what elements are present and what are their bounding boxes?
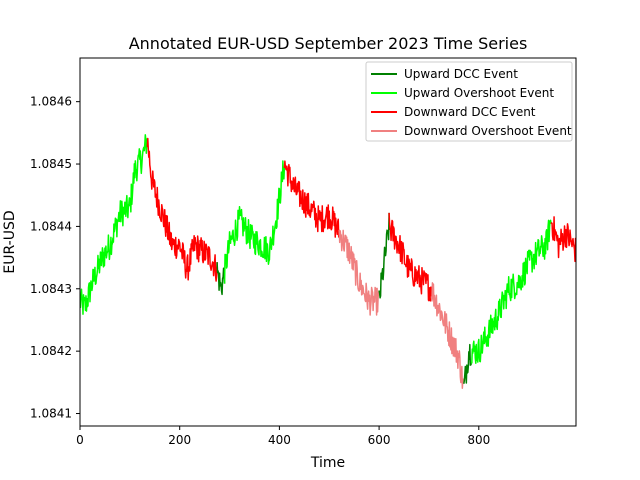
y-tick-label: 1.0846 (30, 95, 72, 109)
chart-title: Annotated EUR-USD September 2023 Time Se… (129, 34, 528, 53)
series-segment (80, 134, 149, 315)
legend-label: Downward DCC Event (404, 105, 536, 119)
y-tick-label: 1.0844 (30, 219, 72, 233)
series-segment (146, 137, 154, 190)
series-segment (470, 219, 552, 364)
series-segment (216, 262, 226, 296)
x-axis: 0 200 400 600 800 (76, 426, 490, 447)
x-tick-label: 600 (368, 433, 391, 447)
x-tick-label: 200 (168, 433, 191, 447)
series-segment (550, 216, 576, 263)
series-segment (430, 282, 465, 389)
series-segment (388, 212, 433, 302)
series-segment (283, 160, 340, 238)
y-tick-label: 1.0841 (30, 407, 72, 421)
legend-box (365, 61, 573, 142)
y-axis-label: EUR-USD (2, 210, 18, 273)
legend-label: Upward DCC Event (404, 67, 518, 81)
x-axis-label: Time (310, 455, 345, 471)
x-tick-label: 400 (268, 433, 291, 447)
series-segment (463, 343, 473, 384)
legend-label: Upward Overshoot Event (404, 86, 554, 100)
x-tick-label: 0 (76, 433, 84, 447)
series-segment (151, 170, 218, 282)
series-segment (338, 229, 380, 316)
y-tick-label: 1.0843 (30, 282, 72, 296)
y-tick-label: 1.0845 (30, 157, 72, 171)
plot-area (79, 57, 577, 427)
plot-frame (79, 57, 577, 427)
series-segment (223, 160, 286, 284)
series-segment (378, 212, 390, 299)
y-tick-label: 1.0842 (30, 344, 72, 358)
x-tick-label: 800 (467, 433, 490, 447)
y-axis: 1.0841 1.0842 1.0843 1.0844 1.0845 1.0846 (30, 95, 80, 421)
price-series (80, 134, 576, 389)
legend: Upward DCC Event Upward Overshoot Event Do… (365, 61, 573, 142)
legend-label: Downward Overshoot Event (404, 124, 572, 138)
